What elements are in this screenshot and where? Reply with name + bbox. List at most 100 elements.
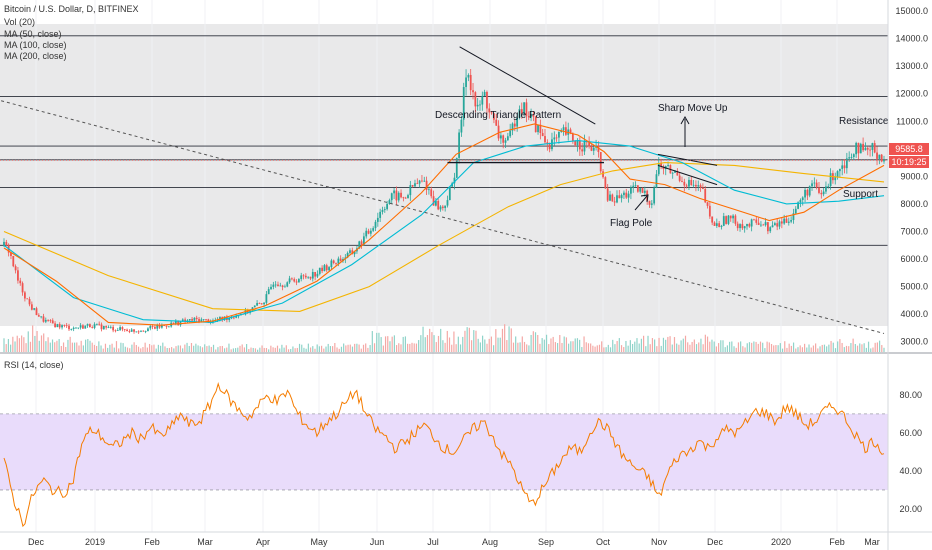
- candle-body: [253, 305, 256, 308]
- candle-body: [727, 215, 730, 224]
- candle-body: [511, 123, 514, 131]
- candle-body: [502, 135, 505, 143]
- volume-bar: [16, 335, 18, 352]
- volume-bar: [365, 343, 367, 352]
- flag-lower-line[interactable]: [657, 164, 718, 186]
- volume-bar: [109, 344, 111, 352]
- candle-body: [532, 114, 535, 117]
- candle-body: [455, 157, 458, 178]
- volume-bar: [775, 345, 777, 352]
- price-tick-label: 5000.0: [900, 282, 928, 292]
- volume-bar: [667, 336, 669, 352]
- volume-bar: [495, 329, 497, 352]
- volume-bar: [702, 344, 704, 352]
- candle-body: [40, 316, 43, 318]
- candle-body: [328, 267, 330, 271]
- flag-pole-arrow[interactable]: [634, 194, 649, 211]
- candle-body: [715, 223, 718, 226]
- volume-bar: [797, 347, 799, 352]
- volume-bar: [521, 336, 523, 352]
- candle-body: [202, 319, 205, 321]
- candle-body: [808, 186, 811, 196]
- volume-bar: [292, 346, 294, 352]
- candle-body: [219, 316, 221, 320]
- candle-body: [195, 317, 198, 320]
- price-scale[interactable]: 15000.014000.013000.012000.011000.010000…: [895, 6, 928, 347]
- volume-bar: [673, 337, 676, 352]
- volume-bar: [265, 348, 268, 352]
- candle-body: [42, 316, 45, 322]
- symbol-title[interactable]: Bitcoin / U.S. Dollar, D, BITFINEX: [4, 4, 139, 14]
- candle-body: [293, 279, 296, 282]
- candle-body: [133, 329, 135, 332]
- volume-bar: [135, 344, 137, 352]
- candle-body: [685, 185, 688, 187]
- volume-bar: [779, 343, 781, 352]
- volume-bar: [232, 348, 234, 352]
- volume-bar: [484, 339, 486, 352]
- time-scale[interactable]: Dec 2019 Feb Mar Apr May Jun Jul Aug Sep Oct Nov Dec…: [28, 537, 880, 547]
- volume-bar: [3, 338, 5, 352]
- volume-bar: [281, 344, 283, 352]
- candle-body: [476, 104, 479, 107]
- candle-body: [650, 203, 653, 205]
- candle-body: [374, 221, 377, 229]
- volume-bar: [627, 345, 629, 352]
- volume-bar: [592, 345, 594, 352]
- candle-body: [841, 165, 844, 169]
- volume-indicator-label[interactable]: Vol (20): [4, 17, 35, 27]
- volume-bar: [872, 347, 874, 352]
- volume-bar: [645, 346, 647, 352]
- rsi-scale[interactable]: 80.00 60.00 40.00 20.00: [899, 390, 922, 514]
- candle-body: [446, 200, 449, 206]
- candle-body: [706, 202, 709, 206]
- volume-bar: [526, 344, 528, 352]
- triangle-upper-trendline[interactable]: [459, 46, 596, 125]
- volume-bar: [620, 345, 623, 352]
- volume-bar: [360, 348, 362, 352]
- candle-body: [609, 194, 611, 201]
- candle-body: [495, 119, 498, 126]
- candle-body: [736, 223, 739, 229]
- volume-bar: [351, 346, 354, 352]
- candle-body: [258, 303, 261, 304]
- candle-body: [643, 190, 646, 193]
- volume-bar: [274, 347, 276, 352]
- candle-body: [880, 154, 883, 162]
- ma200-indicator-label[interactable]: MA (200, close): [4, 51, 67, 61]
- candle-body: [813, 182, 816, 184]
- candle-body: [871, 143, 874, 150]
- volume-bar: [548, 344, 550, 352]
- volume-bar: [171, 347, 173, 352]
- volume-bar: [640, 338, 642, 352]
- candle-body: [295, 281, 298, 283]
- volume-bar: [179, 345, 182, 352]
- volume-bar: [870, 348, 872, 352]
- ma100-indicator-label[interactable]: MA (100, close): [4, 40, 67, 50]
- rsi-tick-label: 60.00: [899, 428, 922, 438]
- volume-bar: [867, 341, 870, 352]
- volume-bar: [29, 341, 32, 352]
- candle-body: [748, 223, 751, 227]
- candle-body: [265, 294, 268, 303]
- price-tick-label: 3000.0: [900, 337, 928, 347]
- volume-bar: [563, 336, 565, 352]
- candle-body: [729, 215, 732, 219]
- volume-bar: [237, 347, 239, 352]
- candle-body: [555, 137, 558, 139]
- volume-bar: [276, 345, 279, 352]
- time-tick-label: Dec: [707, 537, 724, 547]
- volume-bar: [740, 341, 742, 352]
- candle-body: [311, 272, 314, 279]
- volume-bar: [166, 347, 168, 352]
- volume-bar: [682, 338, 684, 352]
- rsi-indicator-label[interactable]: RSI (14, close): [4, 360, 64, 370]
- volume-bar: [426, 335, 429, 352]
- sharp-move-arrow[interactable]: [680, 115, 690, 147]
- volume-bar: [744, 347, 746, 352]
- candle-body: [284, 286, 286, 288]
- candle-body: [746, 223, 748, 227]
- candle-body: [611, 194, 614, 202]
- ma50-indicator-label[interactable]: MA (50, close): [4, 29, 62, 39]
